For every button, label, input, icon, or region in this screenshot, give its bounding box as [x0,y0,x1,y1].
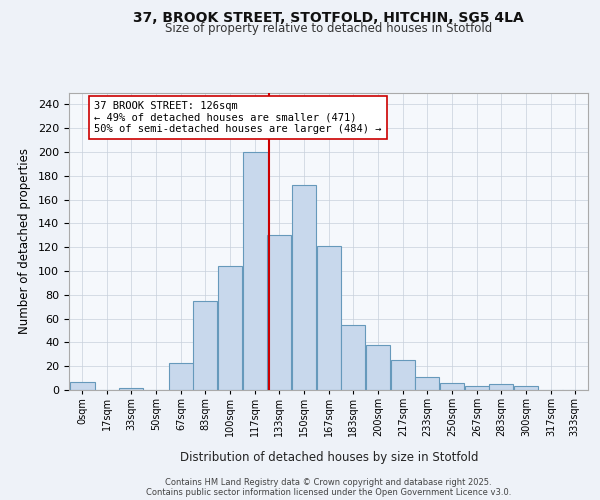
Bar [292,186,316,390]
Y-axis label: Number of detached properties: Number of detached properties [18,148,31,334]
Bar [440,383,464,390]
Bar [243,152,268,390]
Bar [193,300,217,390]
Bar [488,384,513,390]
Bar [514,386,538,390]
Bar [366,345,390,390]
Bar [218,266,242,390]
Text: Size of property relative to detached houses in Stotfold: Size of property relative to detached ho… [165,22,493,35]
Text: Contains HM Land Registry data © Crown copyright and database right 2025.
Contai: Contains HM Land Registry data © Crown c… [146,478,511,497]
Text: Distribution of detached houses by size in Stotfold: Distribution of detached houses by size … [179,451,478,464]
Bar [70,382,95,390]
Bar [465,386,490,390]
Bar [317,246,341,390]
Bar [267,236,291,390]
Bar [169,362,194,390]
Bar [119,388,143,390]
Bar [341,324,365,390]
Bar [391,360,415,390]
Bar [415,377,439,390]
Text: 37, BROOK STREET, STOTFOLD, HITCHIN, SG5 4LA: 37, BROOK STREET, STOTFOLD, HITCHIN, SG5… [133,10,524,24]
Text: 37 BROOK STREET: 126sqm
← 49% of detached houses are smaller (471)
50% of semi-d: 37 BROOK STREET: 126sqm ← 49% of detache… [94,101,382,134]
